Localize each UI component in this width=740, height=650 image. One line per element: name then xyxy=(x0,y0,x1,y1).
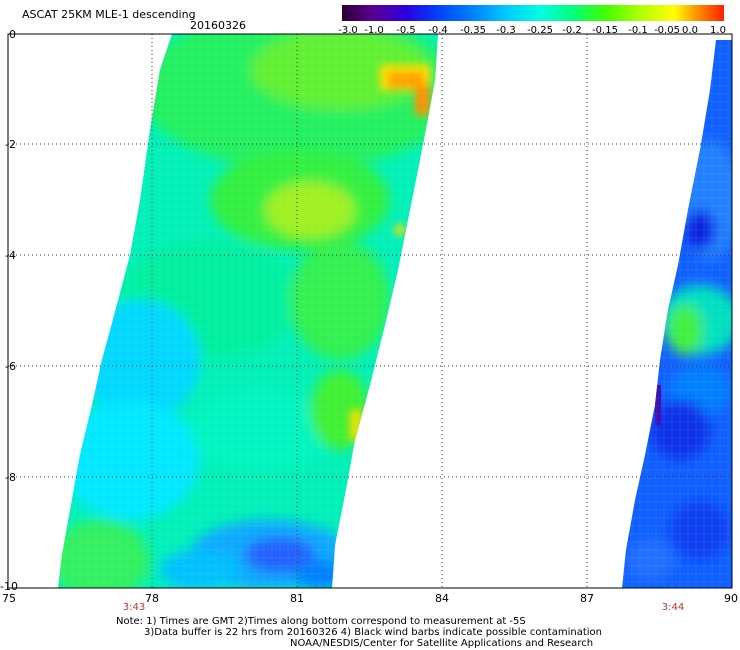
colorbar-label: -0.5 xyxy=(396,25,416,36)
colorbar-label: -1.0 xyxy=(364,25,384,36)
colorbar-label: -3.0 xyxy=(338,25,358,36)
y-tick-label: -10 xyxy=(0,580,18,593)
swath-2 xyxy=(622,40,732,588)
x-tick-label: 84 xyxy=(435,592,449,605)
swath-1 xyxy=(58,34,438,588)
x-tick-label: 81 xyxy=(290,592,304,605)
y-tick-label: -6 xyxy=(5,360,16,373)
map-title: ASCAT 25KM MLE-1 descending xyxy=(22,8,196,21)
note-line-2: 3)Data buffer is 22 hrs from 20160326 4)… xyxy=(144,627,602,638)
swath-time-label: 3:44 xyxy=(661,602,685,613)
map-date: 20160326 xyxy=(190,19,246,32)
x-tick-label: 90 xyxy=(724,592,738,605)
colorbar-label: -0.1 xyxy=(628,25,648,36)
colorbar-label: 0.0 xyxy=(682,25,698,36)
x-tick-label: 75 xyxy=(2,592,16,605)
y-tick-label: -4 xyxy=(5,249,16,262)
colorbar-label: -0.3 xyxy=(496,25,516,36)
colorbar-label: -0.15 xyxy=(592,25,618,36)
y-tick-label: -2 xyxy=(5,138,16,151)
colorbar-label: -0.25 xyxy=(527,25,553,36)
colorbar-label: -0.35 xyxy=(460,25,486,36)
y-tick-label: 0 xyxy=(9,28,16,41)
note-line-1: Note: 1) Times are GMT 2)Times along bot… xyxy=(116,616,526,627)
colorbar xyxy=(342,5,724,21)
x-tick-label: 78 xyxy=(145,592,159,605)
map-frame xyxy=(7,33,733,589)
graticule xyxy=(8,34,732,588)
x-tick-label: 87 xyxy=(580,592,594,605)
colorbar-label: -0.05 xyxy=(654,25,680,36)
colorbar-label: 1.0 xyxy=(710,25,726,36)
colorbar-label: -0.4 xyxy=(428,25,448,36)
note-line-3: NOAA/NESDIS/Center for Satellite Applica… xyxy=(290,638,594,649)
swath-time-label: 3:43 xyxy=(122,602,146,613)
colorbar-label: -0.2 xyxy=(562,25,582,36)
y-tick-label: -8 xyxy=(5,471,16,484)
